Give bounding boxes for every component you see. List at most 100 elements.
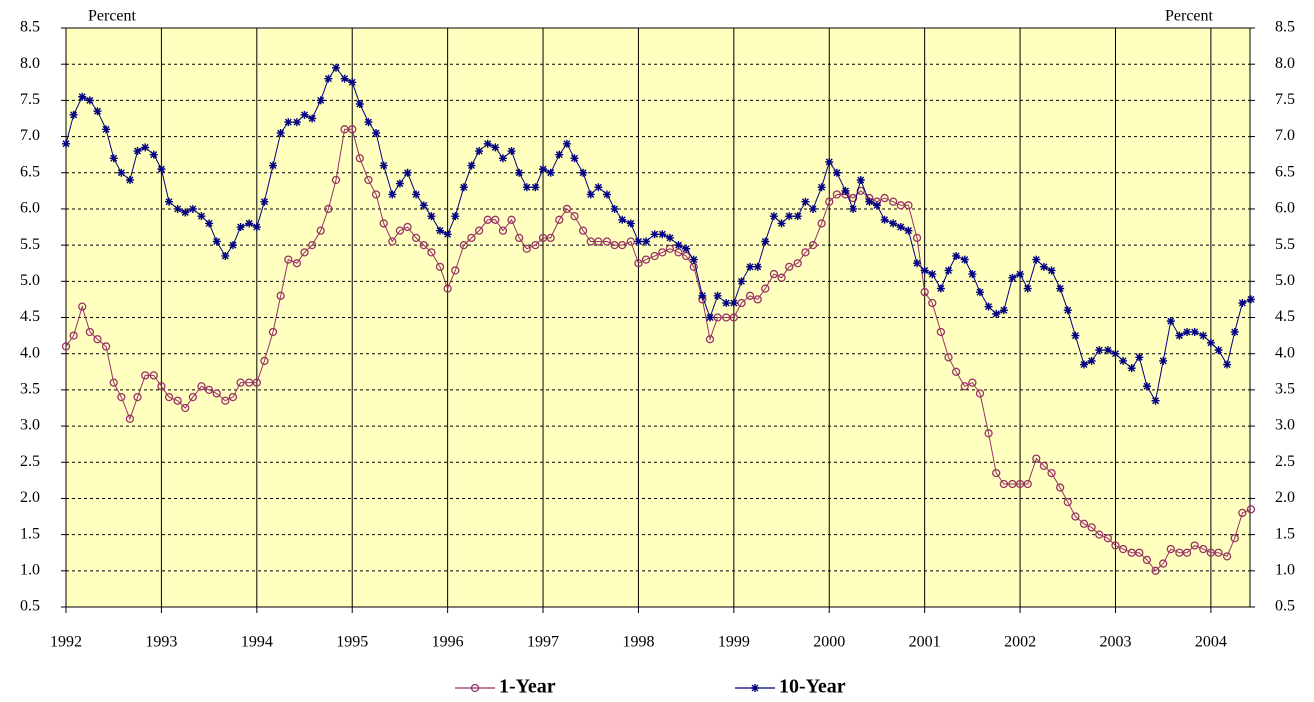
y2-tick-label: 1.0 [1275, 561, 1295, 578]
marker [968, 270, 977, 279]
marker [713, 291, 722, 300]
marker [1087, 523, 1096, 532]
marker [856, 186, 865, 195]
marker [698, 291, 707, 300]
series [62, 63, 1255, 405]
x-tick-label: 2004 [1195, 634, 1227, 651]
marker [1166, 317, 1175, 326]
marker [1214, 346, 1223, 355]
y2-tick-label: 3.5 [1275, 381, 1295, 398]
marker [809, 204, 818, 213]
y-tick-label: 7.5 [20, 91, 40, 108]
marker [586, 190, 595, 199]
marker [157, 382, 166, 391]
marker [785, 262, 794, 271]
marker [117, 392, 126, 402]
x-tick-label: 1999 [718, 634, 750, 651]
marker [769, 212, 778, 221]
marker [705, 335, 715, 344]
marker [364, 175, 373, 185]
marker [388, 190, 397, 199]
marker [101, 342, 111, 351]
y2-tick-label: 3.0 [1275, 417, 1295, 434]
marker [1055, 483, 1065, 492]
marker [618, 215, 627, 224]
marker [1103, 534, 1112, 543]
marker [904, 201, 913, 210]
marker [889, 219, 898, 228]
y-tick-label: 6.5 [20, 163, 40, 180]
marker [173, 204, 182, 213]
marker [682, 244, 691, 253]
y2-tick-label: 1.5 [1275, 525, 1295, 542]
marker [403, 168, 412, 177]
marker [1246, 295, 1255, 304]
marker [1214, 548, 1223, 557]
marker [793, 259, 802, 268]
marker [181, 208, 190, 217]
marker [737, 277, 746, 286]
marker [1199, 331, 1208, 340]
marker [1079, 360, 1088, 369]
marker [1190, 541, 1199, 550]
y-tick-label: 3.0 [20, 417, 40, 434]
marker [1079, 519, 1089, 528]
marker [93, 335, 102, 344]
marker [268, 327, 278, 337]
y2-tick-label: 4.5 [1275, 308, 1295, 325]
marker [1230, 327, 1239, 336]
marker [498, 154, 507, 163]
y2-tick-label: 4.0 [1275, 344, 1295, 361]
marker [125, 414, 135, 423]
y-tick-label: 2.5 [20, 453, 40, 470]
marker [141, 143, 150, 152]
marker [817, 219, 826, 228]
marker [1087, 356, 1096, 365]
marker [1166, 544, 1175, 554]
marker [1103, 346, 1112, 355]
marker [920, 266, 929, 275]
marker [260, 197, 269, 206]
plot-border [65, 27, 1251, 608]
marker [78, 302, 87, 311]
marker [307, 240, 317, 250]
marker [936, 284, 945, 293]
marker [951, 367, 961, 376]
marker [665, 244, 675, 253]
marker [507, 215, 516, 224]
marker [1238, 299, 1247, 308]
marker [936, 327, 946, 337]
y2-axis-label: Percent [1165, 8, 1214, 25]
legend-marker [470, 683, 480, 693]
y-tick-label: 5.0 [20, 272, 40, 289]
marker [570, 154, 579, 163]
marker [102, 125, 111, 134]
marker [555, 215, 564, 224]
marker [984, 302, 993, 311]
marker [610, 204, 619, 213]
marker [650, 251, 659, 261]
marker [546, 233, 555, 243]
marker [626, 219, 635, 228]
marker [1151, 396, 1160, 405]
marker [713, 313, 722, 322]
marker [515, 233, 524, 243]
marker [1190, 327, 1199, 336]
marker [395, 179, 404, 188]
marker [1047, 468, 1056, 478]
marker [475, 147, 484, 156]
y2-tick-label: 8.0 [1275, 55, 1295, 72]
marker [316, 226, 325, 235]
y-tick-label: 4.0 [20, 344, 40, 361]
marker [1135, 548, 1144, 557]
legend-marker [751, 684, 759, 692]
marker [443, 284, 452, 293]
marker [276, 128, 285, 137]
marker [1151, 566, 1160, 575]
marker [658, 248, 667, 257]
marker [197, 382, 206, 391]
marker [355, 99, 364, 108]
marker [746, 262, 755, 271]
y2-tick-label: 7.0 [1275, 127, 1295, 144]
marker [507, 147, 516, 156]
